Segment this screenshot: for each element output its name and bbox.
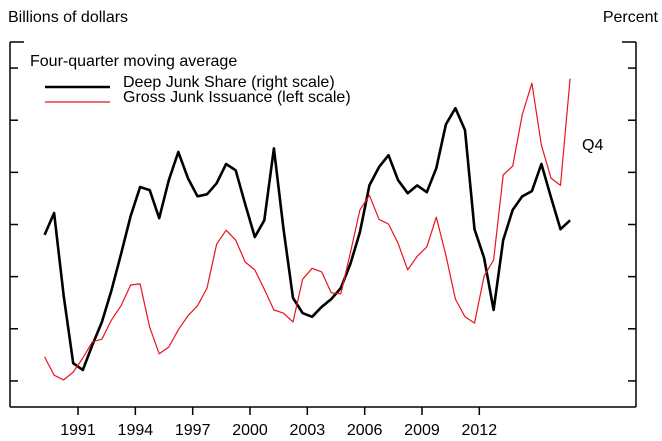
x-tick-label: 1997 — [175, 422, 211, 439]
x-tick-label: 1991 — [60, 422, 96, 439]
y2-axis-label: Percent — [603, 9, 659, 26]
series-line — [43, 106, 571, 372]
annotation: Q4 — [582, 137, 603, 154]
x-tick-label: 2009 — [404, 422, 440, 439]
x-tick-label: 2000 — [232, 422, 268, 439]
x-tick-label: 2012 — [462, 422, 498, 439]
legend-label: Gross Junk Issuance (left scale) — [123, 89, 351, 106]
legend-label: Deep Junk Share (right scale) — [123, 74, 335, 91]
x-tick-label: 2006 — [347, 422, 383, 439]
series-line — [44, 78, 571, 381]
legend-title: Four-quarter moving average — [30, 53, 237, 70]
y-axis-label: Billions of dollars — [8, 9, 128, 26]
x-tick-label: 1994 — [118, 422, 154, 439]
x-tick-label: 2003 — [290, 422, 326, 439]
